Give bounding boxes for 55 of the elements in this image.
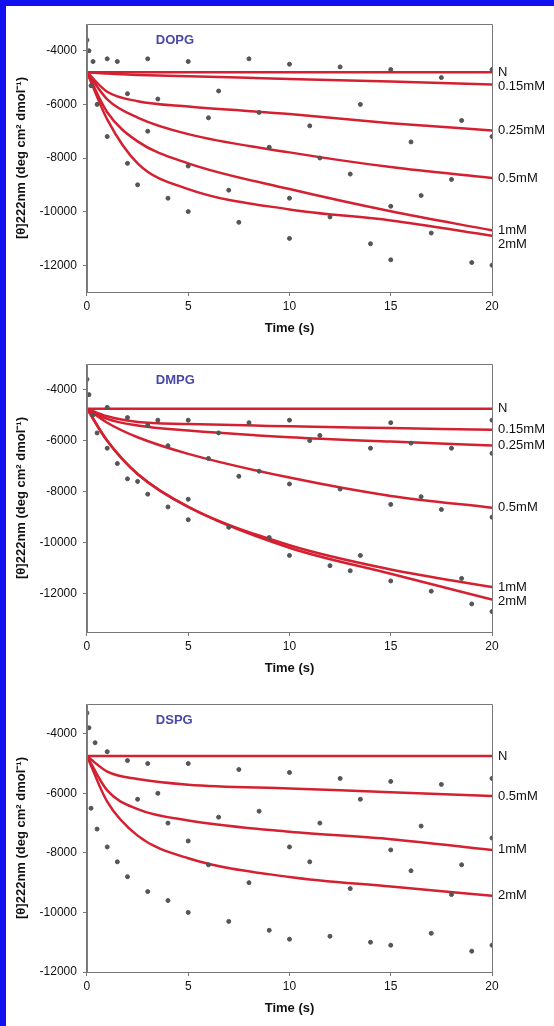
series-label: 1mM [498, 221, 527, 237]
x-tick-label: 15 [384, 978, 398, 993]
x-tick-label: 5 [184, 298, 192, 313]
y-tick-label: -6000 [46, 432, 78, 447]
series-label: 0.5mM [498, 787, 538, 803]
y-tick-label: -4000 [46, 381, 78, 396]
y-tick-label: -10000 [39, 904, 78, 919]
y-axis-title: [θ]222nm (deg cm² dmol⁻¹) [13, 757, 29, 919]
series-label: N [498, 400, 508, 416]
y-tick-label: -8000 [46, 845, 78, 860]
y-tick-label: -6000 [46, 96, 78, 111]
series-label: 1mM [498, 578, 527, 594]
x-tick-label: 20 [485, 298, 499, 313]
x-tick-label: 10 [282, 978, 297, 993]
series-label: N [498, 747, 508, 763]
series-label: 0.25mM [498, 121, 545, 137]
y-axis-title: [θ]222nm (deg cm² dmol⁻¹) [13, 77, 29, 239]
y-tick-label: -12000 [39, 257, 78, 272]
series-label: 2mM [498, 592, 527, 608]
text: DMPG [155, 371, 195, 387]
x-axis-title: Time (s) [264, 319, 315, 335]
x-tick-label: 5 [184, 638, 192, 653]
y-tick-label: -12000 [39, 586, 78, 601]
series-label: 2mM [498, 887, 527, 903]
series-label: N [498, 63, 508, 79]
x-axis-title: Time (s) [264, 659, 315, 675]
text: DSPG [155, 711, 193, 727]
y-tick-label: -4000 [46, 726, 78, 741]
x-tick-label: 20 [485, 978, 499, 993]
x-tick-label: 0 [83, 978, 91, 993]
x-tick-label: 10 [282, 638, 297, 653]
y-tick-label: -10000 [39, 203, 78, 218]
x-tick-label: 0 [83, 638, 91, 653]
text: DOPG [155, 31, 195, 47]
x-axis-title: Time (s) [264, 999, 315, 1015]
x-tick-label: 15 [384, 638, 398, 653]
y-tick-label: -8000 [46, 483, 78, 498]
series-label: 0.25mM [498, 437, 545, 452]
y-tick-label: -8000 [46, 150, 78, 165]
x-tick-label: 0 [83, 298, 91, 313]
x-tick-label: 20 [485, 638, 499, 653]
y-tick-label: -4000 [46, 43, 78, 58]
y-axis-title: [θ]222nm (deg cm² dmol⁻¹) [13, 417, 29, 579]
series-label: 0.15mM [498, 421, 545, 437]
series-label: 0.5mM [498, 169, 538, 185]
x-tick-label: 10 [282, 298, 297, 313]
series-label: 0.15mM [498, 77, 545, 93]
x-tick-label: 15 [384, 298, 398, 313]
x-tick-label: 5 [184, 978, 192, 993]
series-label: 0.5mM [498, 499, 538, 515]
y-tick-label: -6000 [46, 785, 78, 800]
y-tick-label: -10000 [39, 534, 78, 549]
series-label: 1mM [498, 841, 527, 857]
series-label: 2mM [498, 235, 527, 251]
y-tick-label: -12000 [39, 964, 78, 979]
